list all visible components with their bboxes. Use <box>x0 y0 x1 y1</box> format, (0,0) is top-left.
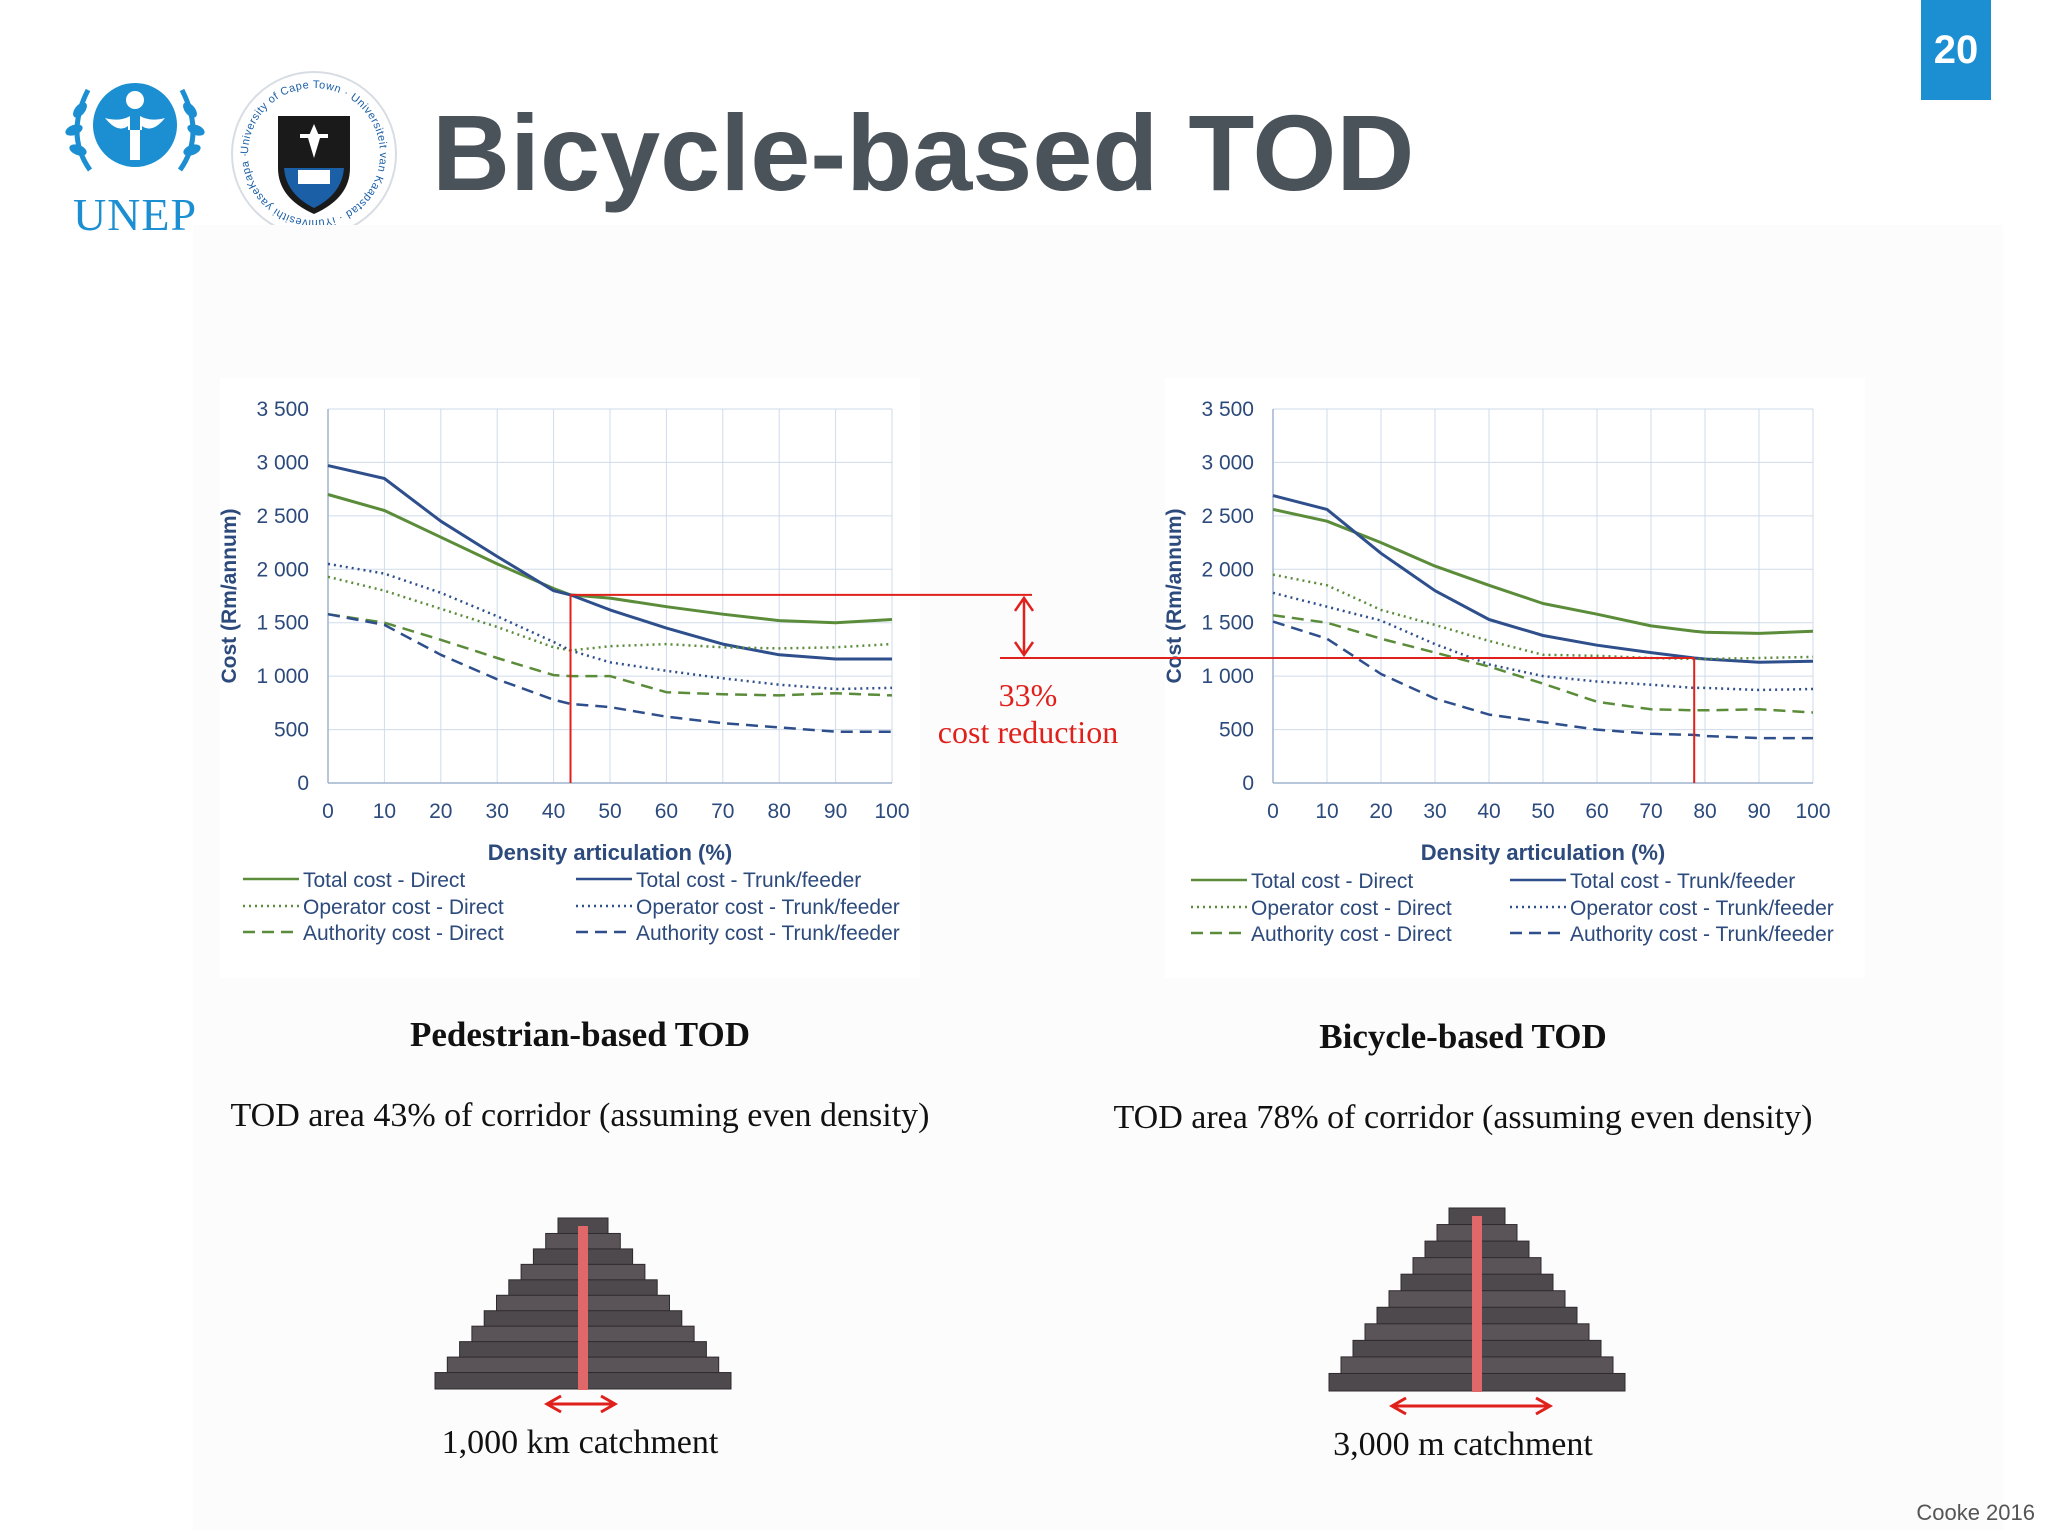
chart-pedestrian: 0 500 1 000 1 500 2 000 2 500 3 000 3 500 0 10 20 3… <box>218 378 920 978</box>
y-tick-label: 1 000 <box>256 665 309 688</box>
x-axis-label: Density articulation (%) <box>488 840 732 865</box>
x-tick-label: 50 <box>598 800 621 823</box>
x-tick-label: 90 <box>824 800 847 823</box>
x-tick-label: 80 <box>1693 800 1716 823</box>
x-tick-label: 40 <box>1477 800 1500 823</box>
legend-label: Operator cost - Direct <box>303 896 504 919</box>
x-tick-label: 70 <box>1639 800 1662 823</box>
arrow-head-right <box>600 1394 619 1414</box>
legend-label: Authority cost - Direct <box>1251 923 1452 946</box>
series-line-operator-cost-trunk-feeder <box>1272 591 1814 692</box>
y-tick-label: 0 <box>297 772 309 795</box>
y-tick-label: 2 500 <box>1201 505 1254 528</box>
chart-bicycle: 0 500 1 000 1 500 2 000 2 500 3 000 3 500 0 10 20 3… <box>1163 378 1865 978</box>
reduction-label: cost reduction <box>938 714 1118 750</box>
y-tick-label: 0 <box>1242 772 1254 795</box>
legend-label: Operator cost - Direct <box>1251 897 1452 920</box>
arrow-head-left <box>543 1394 562 1414</box>
x-tick-label: 90 <box>1747 800 1770 823</box>
y-tick-label: 1 000 <box>1201 665 1254 688</box>
uct-logo: University of Cape Town · Universiteit v… <box>228 68 400 240</box>
left-area-text: TOD area 43% of corridor (assuming even … <box>230 1097 930 1134</box>
left-chart-caption: Pedestrian-based TOD <box>410 1015 750 1054</box>
x-tick-label: 100 <box>1795 800 1830 823</box>
series-line-total-cost-trunk-feeder <box>1272 494 1814 664</box>
legend-label: Operator cost - Trunk/feeder <box>636 896 900 919</box>
y-tick-label: 2 000 <box>256 558 309 581</box>
arrow-head-left <box>1388 1396 1407 1416</box>
x-tick-label: 100 <box>874 800 909 823</box>
legend-label: Total cost - Direct <box>303 869 465 892</box>
x-tick-label: 80 <box>768 800 791 823</box>
un-wreath-icon <box>65 83 205 172</box>
unep-text: UNEP <box>72 189 198 240</box>
x-tick-label: 30 <box>486 800 509 823</box>
right-chart-caption: Bicycle-based TOD <box>1319 1017 1607 1056</box>
x-tick-label: 60 <box>1585 800 1608 823</box>
unep-logo: UNEP <box>60 70 210 240</box>
y-tick-label: 500 <box>274 719 309 742</box>
x-tick-label: 40 <box>542 800 565 823</box>
x-tick-label: 70 <box>711 800 734 823</box>
legend-label: Total cost - Trunk/feeder <box>636 869 861 892</box>
legend-label: Authority cost - Trunk/feeder <box>1570 923 1834 946</box>
reduction-percent: 33% <box>999 677 1058 713</box>
y-tick-label: 500 <box>1219 719 1254 742</box>
y-tick-label: 3 000 <box>256 451 309 474</box>
y-axis-label: Cost (Rm/annum) <box>218 509 241 684</box>
right-area-text: TOD area 78% of corridor (assuming even … <box>1113 1099 1813 1136</box>
series-line-authority-cost-trunk-feeder <box>1272 620 1813 740</box>
transit-corridor-strip <box>578 1226 588 1390</box>
legend-label: Operator cost - Trunk/feeder <box>1570 897 1834 920</box>
x-axis-label: Density articulation (%) <box>1421 840 1665 865</box>
x-tick-label: 20 <box>1369 800 1392 823</box>
series-line-authority-cost-direct <box>327 612 893 697</box>
x-tick-label: 30 <box>1423 800 1446 823</box>
y-tick-label: 3 500 <box>1201 398 1254 421</box>
series-line-total-cost-direct <box>327 493 893 625</box>
legend-label: Authority cost - Direct <box>303 922 504 945</box>
uct-seal-icon: University of Cape Town · Universiteit v… <box>231 71 397 237</box>
series-line-operator-cost-trunk-feeder <box>327 562 893 691</box>
bicycle-corridor-illustration <box>1328 1207 1626 1392</box>
reduction-arrow-head-up <box>1013 595 1035 612</box>
cost-reduction-annotation: 33%cost reduction <box>569 593 1696 783</box>
x-tick-label: 20 <box>429 800 452 823</box>
reduction-arrow-head-down <box>1013 641 1035 658</box>
series-line-authority-cost-trunk-feeder <box>327 612 892 733</box>
transit-corridor-strip <box>1472 1216 1482 1392</box>
chart-background <box>1165 378 1865 978</box>
x-tick-label: 10 <box>373 800 396 823</box>
slide-title: Bicycle-based TOD <box>432 92 1415 213</box>
x-tick-label: 10 <box>1315 800 1338 823</box>
legend-label: Total cost - Trunk/feeder <box>1570 870 1795 893</box>
y-tick-label: 2 500 <box>256 505 309 528</box>
x-tick-label: 0 <box>1267 800 1279 823</box>
series-line-total-cost-trunk-feeder <box>327 464 892 661</box>
x-tick-label: 0 <box>322 800 334 823</box>
arrow-head-right <box>1535 1396 1554 1416</box>
bicycle-catchment-arrow <box>1388 1396 1554 1416</box>
footer-credit: Cooke 2016 <box>1916 1500 2035 1525</box>
pedestrian-corridor-illustration <box>434 1217 732 1390</box>
left-catchment-text: 1,000 km catchment <box>441 1424 719 1461</box>
right-catchment-text: 3,000 m catchment <box>1333 1426 1593 1463</box>
y-tick-label: 2 000 <box>1201 558 1254 581</box>
y-tick-label: 1 500 <box>256 612 309 635</box>
y-axis-label: Cost (Rm/annum) <box>1163 509 1186 684</box>
x-tick-label: 50 <box>1531 800 1554 823</box>
legend-label: Authority cost - Trunk/feeder <box>636 922 900 945</box>
legend-label: Total cost - Direct <box>1251 870 1413 893</box>
series-line-total-cost-direct <box>1272 507 1814 635</box>
page-number: 20 <box>1921 0 1991 100</box>
y-tick-label: 3 000 <box>1201 451 1254 474</box>
series-line-authority-cost-direct <box>1272 613 1814 714</box>
y-tick-label: 1 500 <box>1201 612 1254 635</box>
y-tick-label: 3 500 <box>256 398 309 421</box>
pedestrian-catchment-arrow <box>543 1394 619 1414</box>
x-tick-label: 60 <box>655 800 678 823</box>
